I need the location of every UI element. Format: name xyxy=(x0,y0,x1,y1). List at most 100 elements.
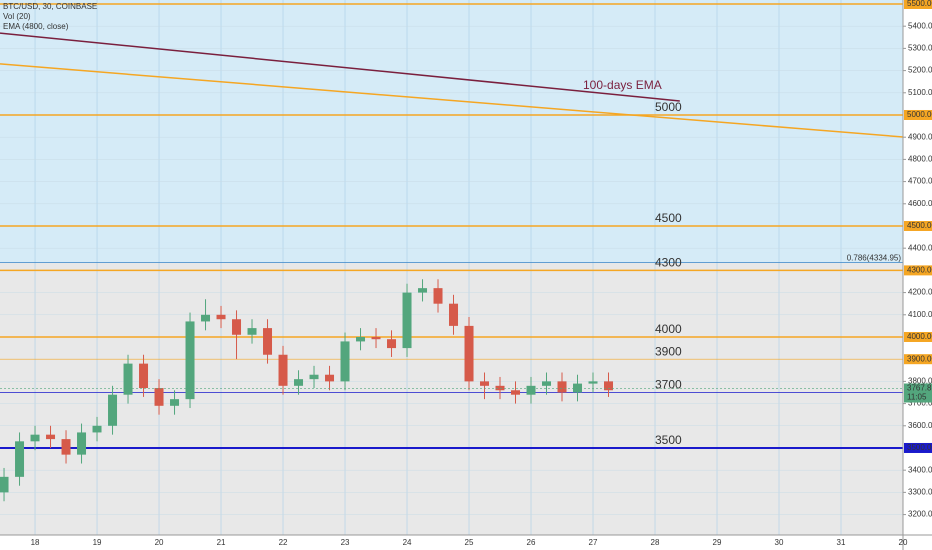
candle-body xyxy=(340,341,350,382)
candle-body xyxy=(77,432,87,455)
level-badge-label: 4500.00 xyxy=(907,221,932,230)
y-tick-label: 4900.00 xyxy=(908,132,932,141)
x-tick-label: 19 xyxy=(93,538,102,547)
level-text: 3500 xyxy=(655,433,682,447)
level-badge-label: 5500.00 xyxy=(907,0,932,8)
level-badge-label: 5000.00 xyxy=(907,110,932,119)
x-tick-label: 21 xyxy=(217,538,226,547)
y-tick-label: 3300.00 xyxy=(908,487,932,496)
legend-text: EMA (4800, close) xyxy=(3,22,69,31)
candle-body xyxy=(464,325,474,382)
level-text: 4000 xyxy=(655,322,682,336)
y-tick-label: 4600.00 xyxy=(908,199,932,208)
y-tick-label: 3800.00 xyxy=(908,376,932,385)
fib-label: 0.786(4334.95) xyxy=(847,254,902,263)
level-badge-label: 3900.00 xyxy=(907,354,932,363)
candle-body xyxy=(0,476,9,493)
y-tick-label: 3600.00 xyxy=(908,421,932,430)
candle-body xyxy=(123,363,133,395)
candle-body xyxy=(247,328,257,335)
x-tick-label: 20 xyxy=(155,538,164,547)
ema-line xyxy=(0,32,680,102)
level-badge xyxy=(904,109,932,120)
candle-body xyxy=(433,288,443,304)
candle-body xyxy=(557,381,567,393)
level-badge xyxy=(904,442,932,453)
y-tick-label: 5400.00 xyxy=(908,21,932,30)
candle-body xyxy=(542,381,552,386)
candle-body xyxy=(92,425,102,433)
x-tick-label: 30 xyxy=(775,538,784,547)
y-tick-label: 3400.00 xyxy=(908,465,932,474)
x-tick-label: 18 xyxy=(31,538,40,547)
level-text: 3700 xyxy=(655,378,682,392)
x-tick-label: 25 xyxy=(465,538,474,547)
candle-body xyxy=(15,441,25,477)
level-badge xyxy=(904,354,932,365)
candle-body xyxy=(294,379,304,386)
candle-body xyxy=(588,381,598,384)
candle-body xyxy=(325,374,335,382)
y-tick-label: 4100.00 xyxy=(908,310,932,319)
price-badge-label: 3767.87 xyxy=(907,384,932,393)
candle-body xyxy=(216,314,226,320)
x-tick-label: 24 xyxy=(403,538,412,547)
countdown: 11:05 xyxy=(907,393,927,402)
y-tick-label: 4200.00 xyxy=(908,288,932,297)
y-tick-label: 5100.00 xyxy=(908,88,932,97)
x-tick-label: 28 xyxy=(651,538,660,547)
level-badge xyxy=(904,265,932,276)
zone-upper xyxy=(0,0,903,263)
candle-body xyxy=(108,394,118,426)
x-tick-label: 22 xyxy=(279,538,288,547)
x-tick-label: 29 xyxy=(713,538,722,547)
candle-body xyxy=(201,314,211,322)
y-tick-label: 5200.00 xyxy=(908,66,932,75)
x-tick-label: 27 xyxy=(589,538,598,547)
candle-body xyxy=(449,303,459,326)
legend-text: Vol (20) xyxy=(3,12,31,21)
y-tick-label: 4400.00 xyxy=(908,243,932,252)
candle-body xyxy=(480,381,490,386)
candle-body xyxy=(61,439,71,455)
level-text: 5000 xyxy=(655,100,682,114)
level-text: 4300 xyxy=(655,256,682,270)
candle-body xyxy=(46,434,56,440)
candle-body xyxy=(511,390,521,395)
candle-body xyxy=(387,339,397,349)
candle-body xyxy=(154,388,164,406)
level-badge-label: 4000.00 xyxy=(907,332,932,341)
level-text: 5500 xyxy=(548,0,575,3)
x-tick-label: 20 xyxy=(899,538,908,547)
candle-body xyxy=(573,383,583,393)
x-tick-label: 23 xyxy=(341,538,350,547)
legend-text: BTC/USD, 30, COINBASE xyxy=(3,2,97,11)
plot-area xyxy=(0,0,904,535)
y-tick-label: 3200.00 xyxy=(908,510,932,519)
candle-body xyxy=(278,354,288,386)
candle-body xyxy=(232,319,242,335)
y-tick-label: 3700.00 xyxy=(908,399,932,408)
candle-body xyxy=(495,385,505,391)
price-badge xyxy=(904,383,932,403)
candle-body xyxy=(356,336,366,342)
zone-lower xyxy=(0,262,903,535)
level-badge xyxy=(904,0,932,9)
y-tick-label: 4800.00 xyxy=(908,154,932,163)
candle-body xyxy=(418,288,428,293)
x-tick-label: 31 xyxy=(837,538,846,547)
candle-body xyxy=(371,336,381,340)
level-badge xyxy=(904,331,932,342)
candle-body xyxy=(170,399,180,406)
x-tick-label: 26 xyxy=(527,538,536,547)
candle-body xyxy=(402,292,412,349)
y-tick-label: 4700.00 xyxy=(908,177,932,186)
y-tick-label: 5300.00 xyxy=(908,44,932,53)
annotation: 100-days EMA xyxy=(583,78,662,92)
level-text: 4500 xyxy=(655,211,682,225)
level-badge xyxy=(904,220,932,231)
candle-body xyxy=(30,434,40,442)
candle-body xyxy=(526,385,536,395)
candle-body xyxy=(139,363,149,389)
